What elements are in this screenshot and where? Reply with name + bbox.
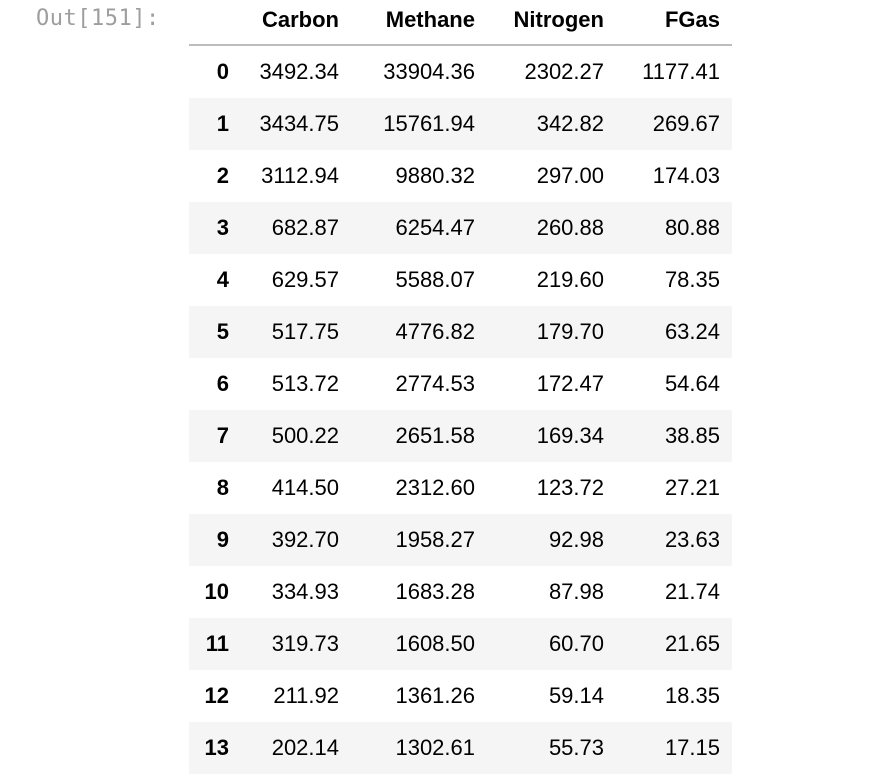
column-header-methane: Methane bbox=[351, 0, 487, 46]
cell-nitrogen: 169.34 bbox=[536, 423, 604, 448]
row-index: 13 bbox=[204, 735, 229, 760]
cell-methane: 1608.50 bbox=[395, 631, 475, 656]
table-header: Carbon Methane Nitrogen FGas bbox=[189, 0, 732, 46]
cell-fgas: 174.03 bbox=[652, 163, 720, 188]
table-row: 13 202.14 1302.61 55.73 17.15 bbox=[189, 722, 732, 774]
cell-nitrogen: 55.73 bbox=[548, 735, 604, 760]
cell-carbon: 629.57 bbox=[271, 267, 339, 292]
cell-methane: 2651.58 bbox=[395, 423, 475, 448]
cell-carbon: 682.87 bbox=[271, 215, 339, 240]
cell-methane: 33904.36 bbox=[383, 59, 475, 84]
table-row: 7 500.22 2651.58 169.34 38.85 bbox=[189, 410, 732, 462]
table-row: 8 414.50 2312.60 123.72 27.21 bbox=[189, 462, 732, 514]
cell-fgas: 269.67 bbox=[652, 111, 720, 136]
cell-carbon: 211.92 bbox=[273, 683, 339, 708]
table-row: 11 319.73 1608.50 60.70 21.65 bbox=[189, 618, 732, 670]
table-row: 1 3434.75 15761.94 342.82 269.67 bbox=[189, 98, 732, 150]
cell-carbon: 319.73 bbox=[271, 631, 339, 656]
cell-methane: 1361.26 bbox=[395, 683, 475, 708]
cell-fgas: 78.35 bbox=[664, 267, 720, 292]
cell-methane: 1683.28 bbox=[395, 579, 475, 604]
cell-fgas: 63.24 bbox=[664, 319, 720, 344]
cell-methane: 1302.61 bbox=[395, 735, 475, 760]
row-index: 11 bbox=[205, 631, 229, 656]
table-row: 5 517.75 4776.82 179.70 63.24 bbox=[189, 306, 732, 358]
cell-nitrogen: 172.47 bbox=[536, 371, 604, 396]
row-index: 1 bbox=[216, 111, 229, 136]
row-index: 9 bbox=[216, 527, 229, 552]
table-row: 12 211.92 1361.26 59.14 18.35 bbox=[189, 670, 732, 722]
cell-nitrogen: 179.70 bbox=[536, 319, 604, 344]
cell-carbon: 3112.94 bbox=[261, 163, 339, 188]
cell-fgas: 18.35 bbox=[664, 683, 720, 708]
dataframe-table: Carbon Methane Nitrogen FGas 0 3492.34 339… bbox=[189, 0, 732, 774]
cell-fgas: 38.85 bbox=[664, 423, 720, 448]
cell-methane: 2774.53 bbox=[395, 371, 475, 396]
row-index: 7 bbox=[216, 423, 229, 448]
cell-nitrogen: 260.88 bbox=[536, 215, 604, 240]
cell-nitrogen: 92.98 bbox=[548, 527, 604, 552]
column-header-nitrogen: Nitrogen bbox=[487, 0, 616, 46]
cell-methane: 9880.32 bbox=[395, 163, 475, 188]
cell-fgas: 27.21 bbox=[664, 475, 720, 500]
cell-carbon: 500.22 bbox=[271, 423, 339, 448]
cell-methane: 5588.07 bbox=[395, 267, 475, 292]
cell-nitrogen: 297.00 bbox=[536, 163, 604, 188]
row-index: 8 bbox=[216, 475, 229, 500]
cell-nitrogen: 219.60 bbox=[536, 267, 604, 292]
cell-carbon: 517.75 bbox=[271, 319, 339, 344]
table-row: 6 513.72 2774.53 172.47 54.64 bbox=[189, 358, 732, 410]
table-row: 2 3112.94 9880.32 297.00 174.03 bbox=[189, 150, 732, 202]
row-index: 2 bbox=[216, 163, 229, 188]
table-row: 4 629.57 5588.07 219.60 78.35 bbox=[189, 254, 732, 306]
table-body: 0 3492.34 33904.36 2302.27 1177.41 1 3434.75 15… bbox=[189, 45, 732, 774]
cell-fgas: 21.65 bbox=[664, 631, 720, 656]
cell-nitrogen: 2302.27 bbox=[524, 59, 604, 84]
cell-carbon: 202.14 bbox=[271, 735, 339, 760]
cell-nitrogen: 60.70 bbox=[548, 631, 604, 656]
cell-nitrogen: 342.82 bbox=[536, 111, 604, 136]
table-row: 10 334.93 1683.28 87.98 21.74 bbox=[189, 566, 732, 618]
cell-nitrogen: 59.14 bbox=[548, 683, 604, 708]
row-index: 5 bbox=[216, 319, 229, 344]
column-header-fgas: FGas bbox=[616, 0, 732, 46]
cell-carbon: 513.72 bbox=[271, 371, 339, 396]
cell-nitrogen: 123.72 bbox=[536, 475, 604, 500]
output-prompt: Out[151]: bbox=[36, 6, 160, 31]
row-index: 10 bbox=[204, 579, 229, 604]
cell-methane: 15761.94 bbox=[383, 111, 475, 136]
row-index: 6 bbox=[216, 371, 229, 396]
cell-carbon: 414.50 bbox=[271, 475, 339, 500]
column-header-carbon: Carbon bbox=[229, 0, 351, 46]
cell-fgas: 54.64 bbox=[664, 371, 720, 396]
table-row: 0 3492.34 33904.36 2302.27 1177.41 bbox=[189, 45, 732, 98]
cell-fgas: 21.74 bbox=[664, 579, 720, 604]
row-index: 12 bbox=[204, 683, 229, 708]
table-row: 9 392.70 1958.27 92.98 23.63 bbox=[189, 514, 732, 566]
cell-methane: 6254.47 bbox=[395, 215, 475, 240]
cell-carbon: 3434.75 bbox=[259, 111, 339, 136]
row-index: 0 bbox=[216, 59, 229, 84]
cell-fgas: 80.88 bbox=[664, 215, 720, 240]
cell-methane: 2312.60 bbox=[395, 475, 475, 500]
cell-methane: 4776.82 bbox=[395, 319, 475, 344]
cell-fgas: 23.63 bbox=[664, 527, 720, 552]
row-index: 3 bbox=[216, 215, 229, 240]
cell-carbon: 334.93 bbox=[271, 579, 339, 604]
header-row: Carbon Methane Nitrogen FGas bbox=[189, 0, 732, 46]
cell-carbon: 3492.34 bbox=[259, 59, 339, 84]
table-row: 3 682.87 6254.47 260.88 80.88 bbox=[189, 202, 732, 254]
cell-fgas: 17.15 bbox=[664, 735, 720, 760]
index-header bbox=[189, 0, 229, 46]
cell-carbon: 392.70 bbox=[271, 527, 339, 552]
cell-nitrogen: 87.98 bbox=[548, 579, 604, 604]
cell-fgas: 1177.41 bbox=[642, 59, 720, 84]
cell-methane: 1958.27 bbox=[395, 527, 475, 552]
row-index: 4 bbox=[216, 267, 229, 292]
